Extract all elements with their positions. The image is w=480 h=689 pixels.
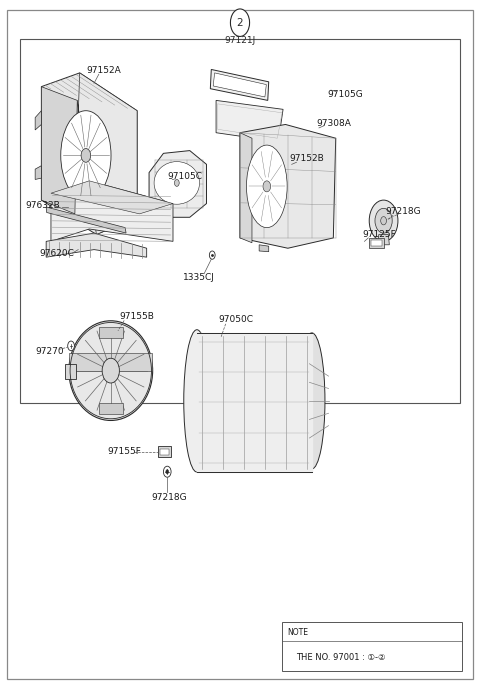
- Polygon shape: [35, 166, 41, 179]
- Polygon shape: [65, 364, 76, 379]
- Polygon shape: [51, 181, 173, 214]
- Text: 97155B: 97155B: [120, 313, 155, 322]
- Ellipse shape: [184, 330, 210, 472]
- Text: 97105G: 97105G: [327, 90, 363, 99]
- Circle shape: [209, 251, 215, 259]
- Circle shape: [230, 9, 250, 37]
- Text: 97152B: 97152B: [289, 154, 324, 163]
- Text: 97632B: 97632B: [25, 201, 60, 210]
- Text: 97050C: 97050C: [219, 316, 253, 325]
- Ellipse shape: [299, 333, 325, 469]
- Polygon shape: [216, 101, 283, 142]
- Polygon shape: [99, 327, 123, 338]
- Polygon shape: [159, 449, 168, 455]
- Ellipse shape: [246, 145, 287, 227]
- Circle shape: [68, 341, 74, 351]
- Ellipse shape: [154, 162, 200, 204]
- Polygon shape: [46, 207, 126, 233]
- Text: 97218G: 97218G: [385, 207, 420, 216]
- Text: 97270: 97270: [35, 347, 64, 356]
- Circle shape: [369, 200, 398, 241]
- Text: 2: 2: [237, 18, 243, 28]
- Polygon shape: [369, 238, 384, 248]
- Text: 97155F: 97155F: [107, 446, 141, 455]
- Polygon shape: [35, 111, 41, 130]
- Circle shape: [375, 208, 392, 233]
- Polygon shape: [69, 353, 153, 371]
- Text: THE NO. 97001 : ①-②: THE NO. 97001 : ①-②: [297, 653, 386, 662]
- Text: NOTE: NOTE: [287, 628, 308, 637]
- Ellipse shape: [61, 111, 111, 200]
- Bar: [282, 621, 462, 671]
- Circle shape: [381, 216, 386, 225]
- Text: 97105C: 97105C: [168, 172, 203, 181]
- Polygon shape: [46, 233, 147, 257]
- Circle shape: [263, 181, 271, 192]
- Polygon shape: [210, 70, 269, 101]
- Polygon shape: [99, 403, 123, 414]
- Circle shape: [81, 149, 91, 163]
- Text: 97218G: 97218G: [151, 493, 187, 502]
- Circle shape: [163, 466, 171, 477]
- Circle shape: [102, 358, 120, 383]
- Text: 97620C: 97620C: [40, 249, 74, 258]
- Circle shape: [166, 470, 168, 474]
- Text: 97308A: 97308A: [316, 119, 351, 127]
- Ellipse shape: [69, 321, 153, 420]
- Polygon shape: [371, 240, 382, 246]
- Text: 1335CJ: 1335CJ: [183, 273, 215, 282]
- Circle shape: [174, 179, 179, 186]
- Polygon shape: [240, 133, 252, 243]
- Text: 97152A: 97152A: [86, 66, 121, 75]
- Polygon shape: [41, 73, 137, 234]
- Polygon shape: [41, 87, 77, 214]
- Text: 97125F: 97125F: [362, 230, 396, 239]
- Polygon shape: [259, 245, 269, 251]
- Polygon shape: [213, 73, 266, 97]
- Polygon shape: [75, 73, 137, 234]
- Polygon shape: [378, 234, 389, 245]
- Polygon shape: [51, 181, 173, 241]
- Polygon shape: [149, 151, 206, 217]
- Polygon shape: [157, 446, 170, 457]
- Polygon shape: [240, 125, 336, 248]
- Text: 97121J: 97121J: [224, 37, 256, 45]
- Bar: [20, 39, 460, 403]
